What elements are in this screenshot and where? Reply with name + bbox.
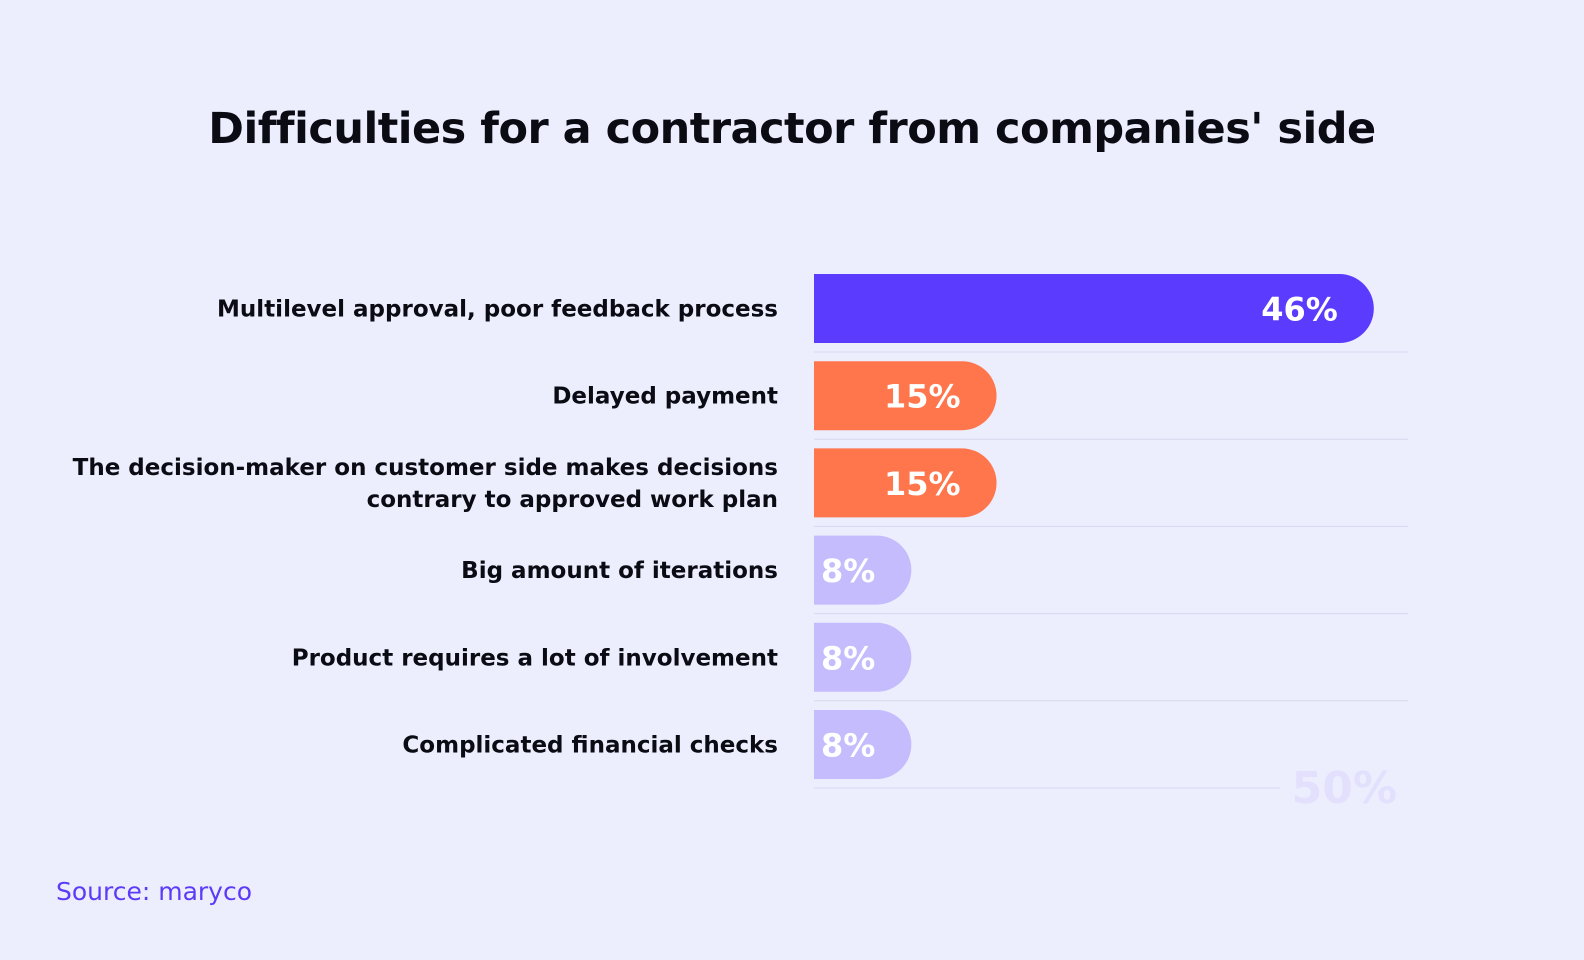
bar	[814, 274, 1374, 343]
category-label: Multilevel approval, poor feedback proce…	[217, 297, 778, 323]
category-label: The decision-maker on customer side make…	[73, 455, 778, 513]
category-label-line: Complicated financial checks	[402, 733, 778, 759]
bar-value-label: 15%	[884, 465, 961, 503]
category-label: Big amount of iterations	[461, 558, 778, 584]
bar	[814, 448, 997, 518]
source-label: Source: maryco	[56, 877, 253, 906]
category-label: Complicated financial checks	[402, 733, 778, 759]
bar	[814, 361, 997, 431]
bar-value-label: 8%	[821, 727, 875, 765]
category-label-line: Multilevel approval, poor feedback proce…	[217, 297, 778, 323]
category-label: Delayed payment	[552, 384, 778, 410]
bar-value-label: 46%	[1261, 291, 1338, 329]
bar	[814, 622, 912, 692]
category-label: Product requires a lot of involvement	[292, 645, 778, 671]
bar-value-label: 8%	[821, 639, 875, 677]
category-label-line: Delayed payment	[552, 384, 778, 410]
category-label-line: contrary to approved work plan	[367, 487, 778, 513]
bar-value-label: 8%	[821, 552, 875, 590]
category-label-line: Big amount of iterations	[461, 558, 778, 584]
category-label-line: The decision-maker on customer side make…	[73, 455, 778, 481]
bar-value-label: 15%	[884, 378, 961, 416]
category-label-line: Product requires a lot of involvement	[292, 645, 778, 671]
axis-tick-label: 50%	[1292, 763, 1397, 814]
chart-title: Difficulties for a contractor from compa…	[208, 104, 1376, 154]
bar	[814, 710, 912, 779]
bar	[814, 535, 912, 605]
